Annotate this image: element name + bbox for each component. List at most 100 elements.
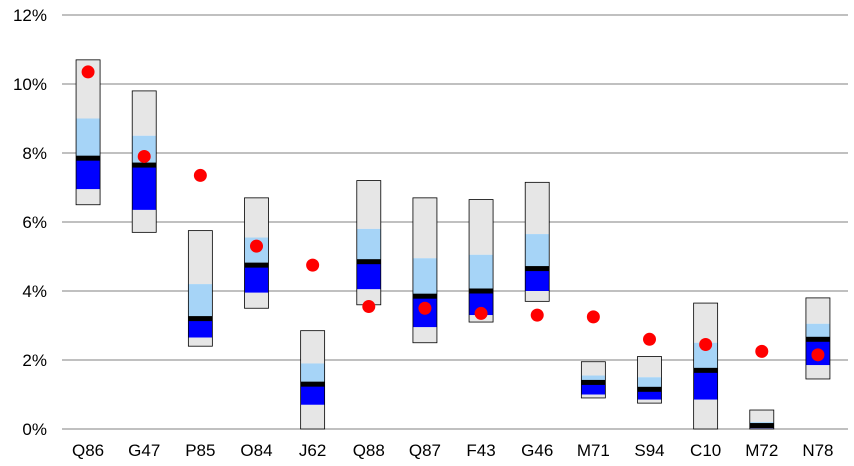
box-outline: [300, 330, 326, 430]
outer-band-lower: [693, 399, 718, 429]
x-tick-label: F43: [466, 441, 495, 460]
outer-band-lower: [132, 209, 157, 233]
outer-band-upper: [805, 297, 830, 324]
x-tick-label: Q88: [353, 441, 385, 460]
median-line: [693, 367, 718, 373]
median-line: [805, 336, 830, 342]
category-box: [356, 180, 382, 306]
marker-point: [811, 348, 825, 362]
category-box: [244, 197, 269, 309]
outer-band-lower: [525, 291, 550, 302]
marker-point: [643, 332, 656, 346]
y-tick-label: 12%: [13, 6, 47, 25]
y-tick-label: 4%: [22, 282, 47, 301]
y-tick-label: 0%: [22, 420, 47, 439]
category-box: [580, 361, 606, 399]
outer-band-lower: [637, 399, 662, 404]
category-box: [75, 59, 101, 206]
inner-band: [637, 389, 662, 400]
mid-band: [581, 375, 606, 383]
x-tick-label: J62: [299, 441, 326, 460]
marker-point: [137, 149, 151, 163]
outer-band-upper: [188, 230, 213, 285]
median-line: [412, 293, 437, 299]
marker-point: [418, 301, 432, 315]
markers: [81, 65, 825, 362]
mid-band: [469, 254, 494, 291]
outer-band-lower: [805, 365, 830, 379]
marker-point: [362, 300, 376, 314]
outer-band-upper: [132, 90, 157, 136]
outer-band-upper: [637, 356, 662, 378]
inner-band: [300, 384, 325, 405]
box-outline: [749, 409, 775, 430]
outer-band-lower: [244, 292, 269, 309]
box-outline: [468, 199, 494, 323]
marker-point: [755, 344, 769, 358]
x-tick-label: O84: [240, 441, 272, 460]
box-outline: [412, 197, 438, 344]
median-line: [525, 266, 550, 272]
median-line: [300, 381, 325, 387]
x-tick-label: M72: [745, 441, 778, 460]
outer-band-lower: [356, 289, 381, 305]
median-line: [356, 259, 381, 265]
category-box: [187, 230, 213, 347]
category-box: [524, 181, 550, 302]
median-line: [469, 288, 494, 294]
mid-band: [356, 228, 381, 262]
inner-band: [693, 370, 718, 400]
category-box: [637, 356, 662, 404]
inner-band: [356, 261, 381, 290]
y-tick-label: 10%: [13, 75, 47, 94]
category-box: [693, 302, 719, 430]
x-tick-label: C10: [690, 441, 721, 460]
x-tick-label: G46: [521, 441, 553, 460]
marker-point: [474, 306, 488, 320]
box-outline: [524, 181, 550, 302]
outer-band-lower: [581, 394, 606, 398]
mid-band: [525, 234, 550, 269]
category-box: [805, 297, 831, 380]
marker-point: [193, 168, 207, 182]
outer-band-upper: [693, 303, 718, 343]
marker-point: [81, 65, 95, 79]
x-tick-label: N78: [802, 441, 833, 460]
median-line: [749, 423, 774, 429]
x-tick-label: Q86: [72, 441, 104, 460]
marker-point: [250, 239, 263, 253]
inner-band: [76, 158, 101, 190]
outer-band-upper: [244, 197, 269, 238]
outer-band-lower: [300, 404, 325, 429]
median-line: [244, 262, 269, 268]
category-box: [749, 409, 775, 430]
x-tick-label: Q87: [409, 441, 441, 460]
outer-band-upper: [300, 330, 325, 364]
median-line: [637, 386, 662, 392]
x-tick-label: M71: [577, 441, 610, 460]
median-line: [76, 155, 101, 161]
outer-band-upper: [581, 361, 606, 376]
box-outline: [187, 230, 213, 347]
median-line: [188, 316, 213, 322]
y-tick-label: 2%: [22, 351, 47, 370]
gridlines: [62, 14, 848, 430]
median-line: [132, 162, 157, 168]
mid-band: [76, 118, 101, 159]
outer-band-lower: [188, 337, 213, 347]
mid-band: [188, 284, 213, 319]
inner-band: [581, 382, 606, 395]
x-tick-label: P85: [185, 441, 215, 460]
y-tick-label: 8%: [22, 144, 47, 163]
marker-point: [530, 308, 544, 322]
box-outline: [131, 90, 157, 233]
category-box: [300, 330, 326, 430]
y-axis-tick-labels: 0% 2% 4% 6% 8% 10% 12%: [13, 6, 47, 439]
y-tick-label: 6%: [22, 213, 47, 232]
mid-band: [412, 258, 437, 297]
inner-band: [244, 265, 269, 293]
inner-band: [525, 268, 550, 291]
box-outline: [693, 302, 719, 430]
category-box: [412, 197, 438, 344]
